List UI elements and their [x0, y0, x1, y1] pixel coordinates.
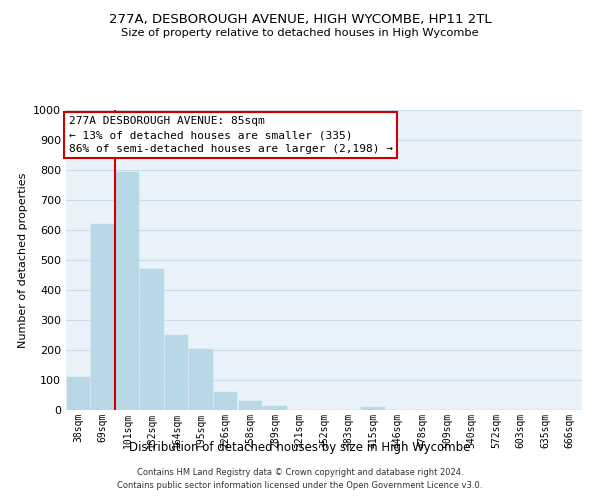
- Bar: [214, 392, 238, 410]
- Bar: [140, 269, 164, 410]
- Bar: [263, 406, 287, 410]
- Text: Contains public sector information licensed under the Open Government Licence v3: Contains public sector information licen…: [118, 480, 482, 490]
- Bar: [190, 348, 213, 410]
- Text: Size of property relative to detached houses in High Wycombe: Size of property relative to detached ho…: [121, 28, 479, 38]
- Bar: [67, 377, 90, 410]
- Text: 277A, DESBOROUGH AVENUE, HIGH WYCOMBE, HP11 2TL: 277A, DESBOROUGH AVENUE, HIGH WYCOMBE, H…: [109, 12, 491, 26]
- Text: Distribution of detached houses by size in High Wycombe: Distribution of detached houses by size …: [130, 441, 470, 454]
- Bar: [116, 172, 139, 410]
- Text: 277A DESBOROUGH AVENUE: 85sqm
← 13% of detached houses are smaller (335)
86% of : 277A DESBOROUGH AVENUE: 85sqm ← 13% of d…: [68, 116, 392, 154]
- Bar: [239, 401, 262, 410]
- Bar: [165, 335, 188, 410]
- Text: Contains HM Land Registry data © Crown copyright and database right 2024.: Contains HM Land Registry data © Crown c…: [137, 468, 463, 477]
- Bar: [361, 407, 385, 410]
- Bar: [91, 224, 115, 410]
- Y-axis label: Number of detached properties: Number of detached properties: [17, 172, 28, 348]
